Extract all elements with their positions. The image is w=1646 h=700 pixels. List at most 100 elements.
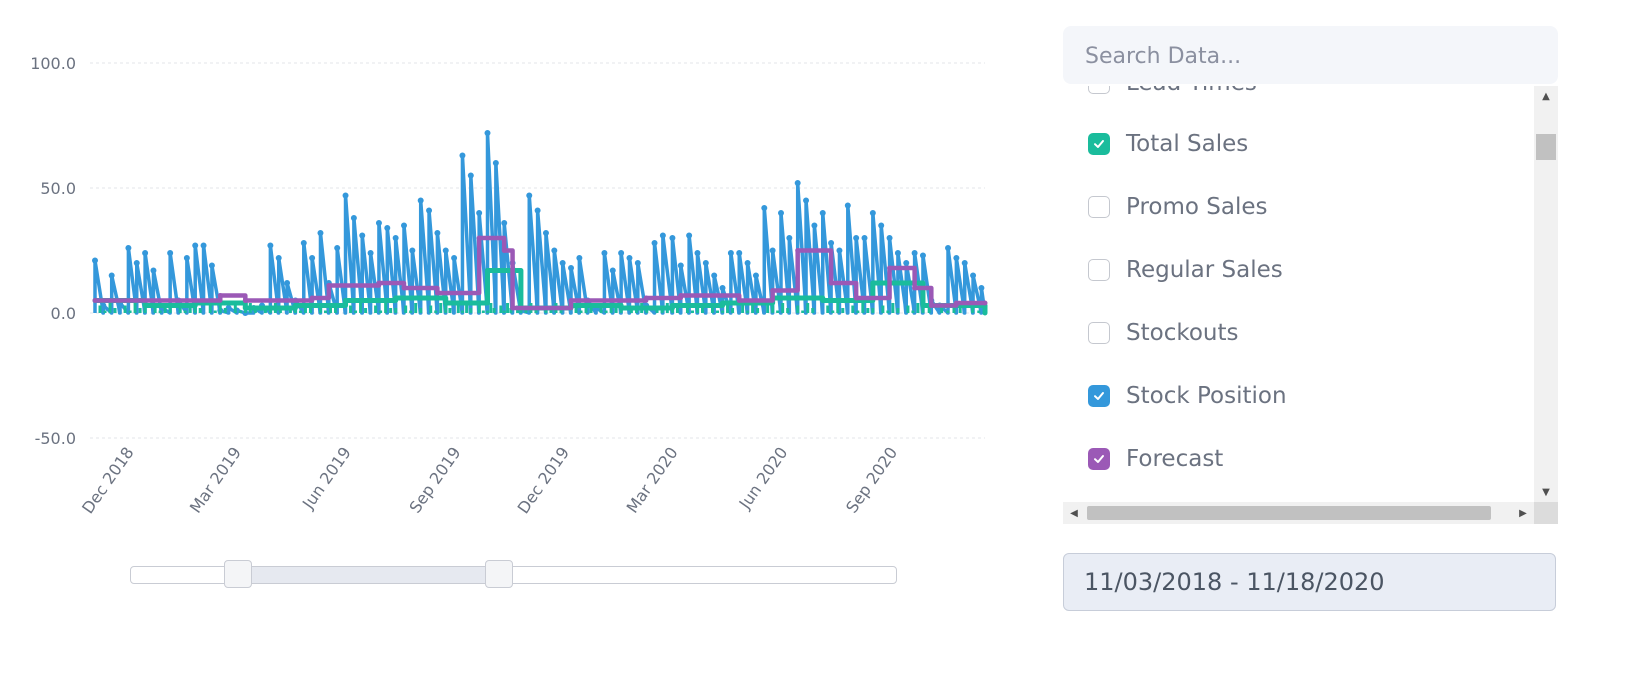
data-point (861, 235, 868, 241)
y-tick-label: 50.0 (40, 179, 76, 198)
date-range-value: 11/03/2018 - 11/18/2020 (1084, 568, 1385, 596)
data-point (769, 247, 776, 254)
data-point (267, 242, 274, 249)
data-point (326, 283, 332, 288)
data-point (853, 295, 859, 301)
data-point (217, 293, 223, 298)
series-option-stockouts[interactable]: Stockouts (1088, 316, 1238, 350)
series-option-total-sales[interactable]: Total Sales (1088, 127, 1248, 161)
data-point (576, 255, 583, 261)
data-point (761, 205, 768, 211)
horizontal-scrollbar[interactable]: ◀ ▶ (1063, 502, 1534, 524)
horizontal-scroll-thumb[interactable] (1087, 506, 1491, 520)
data-point (501, 248, 507, 253)
data-point (634, 260, 641, 266)
series-label: Regular Sales (1126, 257, 1283, 283)
series-checkbox[interactable] (1088, 86, 1110, 94)
vertical-scrollbar[interactable]: ▲ ▼ (1534, 86, 1558, 502)
x-tick-label: Dec 2019 (514, 443, 574, 517)
data-point (309, 295, 315, 301)
series-label: Forecast (1126, 446, 1224, 472)
search-box[interactable] (1063, 26, 1558, 86)
data-point (894, 250, 901, 256)
data-point (559, 260, 566, 266)
series-checkbox[interactable] (1088, 322, 1110, 344)
data-point (150, 267, 157, 274)
search-input[interactable] (1083, 26, 1542, 86)
data-point (342, 192, 349, 199)
data-point (828, 240, 835, 246)
data-point (828, 280, 834, 286)
data-point (376, 280, 382, 286)
data-point (618, 250, 625, 256)
scroll-left-arrow-icon[interactable]: ◀ (1070, 507, 1078, 519)
data-point (928, 303, 934, 308)
data-point (551, 247, 558, 254)
data-point (744, 260, 751, 266)
data-point (100, 302, 107, 309)
data-point (359, 232, 366, 239)
scroll-right-arrow-icon[interactable]: ▶ (1519, 507, 1527, 519)
data-point (526, 192, 533, 199)
data-point (795, 248, 801, 253)
series-option-stock-position[interactable]: Stock Position (1088, 379, 1287, 413)
data-point (225, 305, 232, 311)
data-point (945, 245, 952, 251)
data-point (844, 202, 851, 209)
data-point (417, 197, 424, 204)
series-checkbox[interactable] (1088, 133, 1110, 155)
data-point (492, 160, 499, 166)
data-point (686, 232, 693, 239)
series-option-promo-sales[interactable]: Promo Sales (1088, 190, 1268, 224)
series-checkbox[interactable] (1088, 448, 1110, 470)
range-slider-selection[interactable] (238, 567, 500, 583)
series-checkbox[interactable] (1088, 196, 1110, 218)
data-point (677, 262, 684, 269)
x-tick-label: Mar 2019 (186, 443, 245, 516)
data-point (392, 235, 399, 241)
series-option-forecast[interactable]: Forecast (1088, 442, 1223, 476)
y-tick-label: 0.0 (51, 304, 76, 323)
x-tick-label: Sep 2020 (842, 443, 901, 516)
data-point (485, 268, 491, 273)
data-point (167, 250, 174, 256)
data-point (811, 222, 818, 229)
data-point (777, 210, 784, 216)
data-point (309, 255, 316, 261)
vertical-scroll-thumb[interactable] (1536, 134, 1556, 160)
data-point (836, 247, 843, 254)
data-point (678, 293, 684, 298)
data-point (694, 250, 701, 256)
data-point (426, 207, 433, 214)
data-point (626, 255, 633, 261)
series-option-regular-sales[interactable]: Regular Sales (1088, 253, 1283, 287)
range-slider-end-handle[interactable] (485, 560, 514, 588)
data-point (501, 220, 508, 226)
series-label: Stock Position (1126, 383, 1287, 409)
data-point (242, 298, 248, 303)
data-point (568, 298, 574, 303)
data-point (961, 260, 968, 266)
check-icon (1094, 392, 1104, 400)
data-point (434, 230, 441, 236)
scroll-up-arrow-icon[interactable]: ▲ (1542, 90, 1550, 102)
date-range-slider[interactable] (130, 560, 897, 588)
series-checkbox[interactable] (1088, 385, 1110, 407)
data-point (534, 207, 541, 214)
series-checkbox[interactable] (1088, 259, 1110, 281)
data-point (870, 280, 876, 286)
data-point (736, 298, 742, 303)
data-point (953, 255, 960, 261)
series-label: Total Sales (1126, 131, 1249, 157)
data-point (886, 235, 893, 241)
series-option-lead-times[interactable]: Lead Times (1088, 86, 1257, 100)
data-point (609, 267, 616, 274)
range-slider-start-handle[interactable] (224, 560, 253, 588)
date-range-input[interactable]: 11/03/2018 - 11/18/2020 (1063, 553, 1556, 611)
data-point (467, 172, 474, 179)
data-point (720, 300, 726, 306)
data-point (400, 222, 407, 229)
data-point (200, 242, 207, 249)
scroll-down-arrow-icon[interactable]: ▼ (1542, 486, 1550, 498)
data-point (108, 272, 115, 279)
